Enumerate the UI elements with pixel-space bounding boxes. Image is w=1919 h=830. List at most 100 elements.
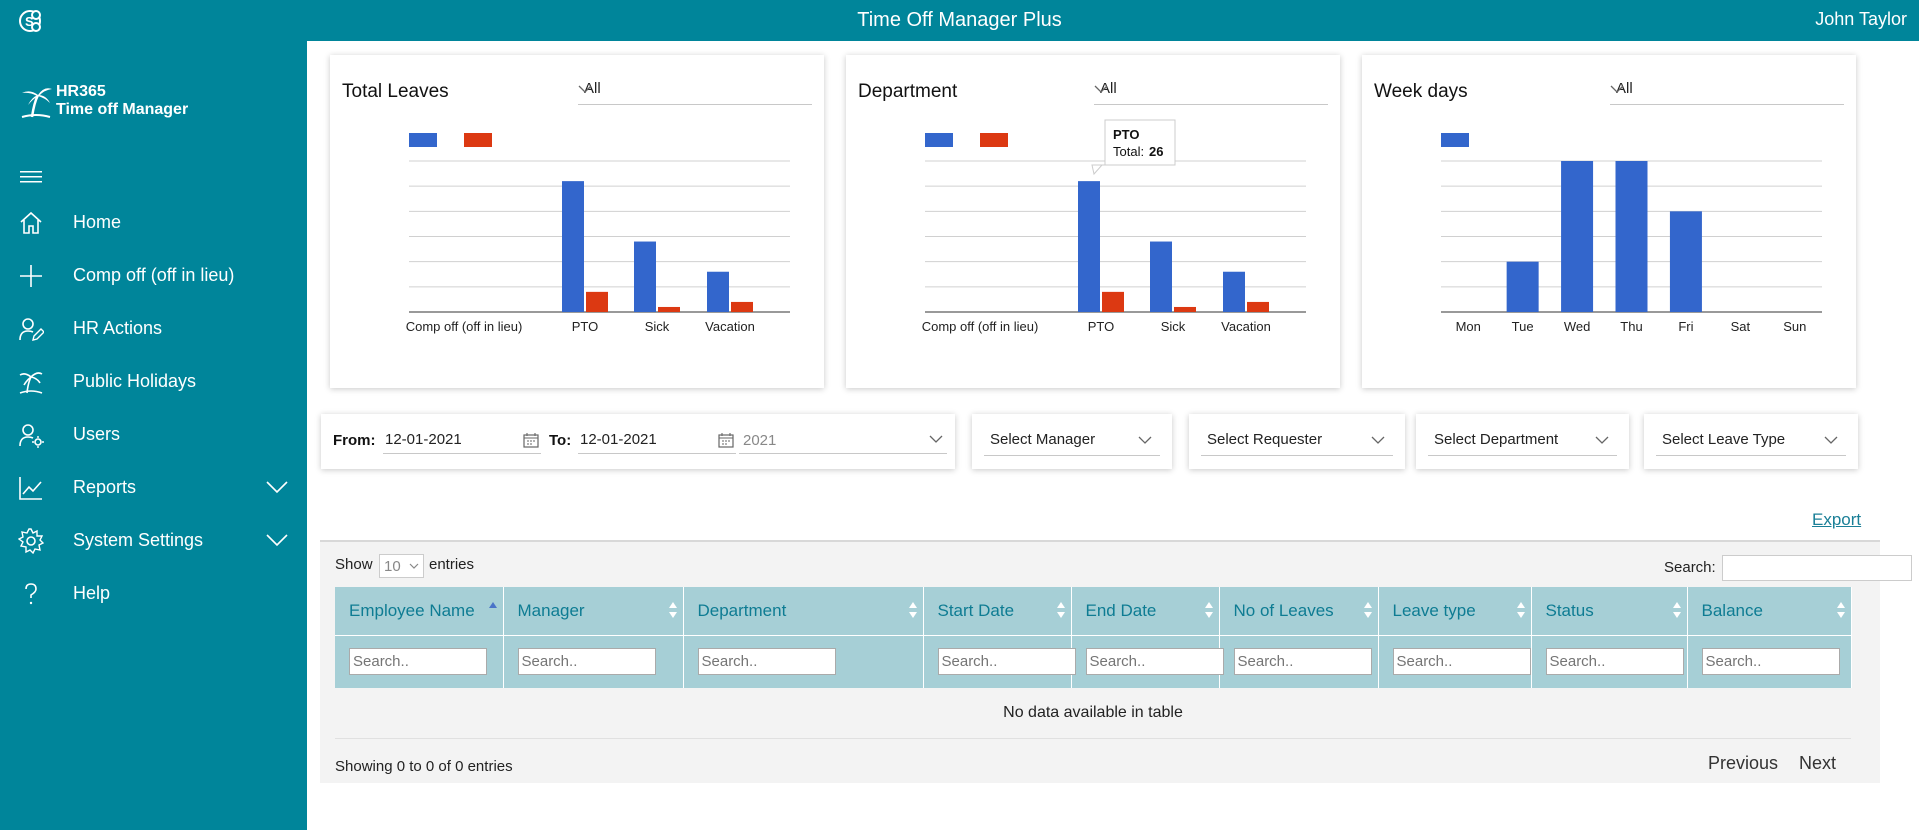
sidebar-item-reports[interactable]: Reports (0, 463, 307, 513)
legend-swatch[interactable] (464, 133, 492, 147)
sidebar-item-public-holidays[interactable]: Public Holidays (0, 357, 307, 407)
column-header[interactable]: End Date (1071, 587, 1220, 635)
x-tick-label: PTO (1088, 319, 1115, 334)
column-search-input[interactable] (1392, 648, 1531, 676)
legend-swatch[interactable] (1441, 133, 1469, 147)
tooltip-label: PTO (1113, 127, 1140, 142)
year-value: 2021 (743, 432, 777, 449)
bar[interactable] (1102, 291, 1124, 312)
sort-icon (1204, 602, 1213, 618)
sidebar-item-users[interactable]: Users (0, 410, 307, 460)
bar[interactable] (1669, 211, 1702, 312)
column-header-label: Status (1545, 600, 1594, 620)
bar[interactable] (562, 181, 584, 312)
bar[interactable] (1174, 306, 1196, 312)
column-filter-cell (923, 634, 1076, 688)
bar[interactable] (1615, 161, 1648, 312)
column-header[interactable]: Status (1531, 587, 1688, 635)
entries-per-page-select[interactable]: 10 (379, 554, 424, 578)
chevron-down-icon[interactable] (266, 480, 288, 494)
calendar-icon[interactable] (718, 432, 734, 448)
sort-icon (1672, 602, 1681, 618)
week-days-chart: Mon Tue Wed Thu Fri Sat Sun (1441, 133, 1822, 334)
bar[interactable] (731, 301, 753, 312)
column-header[interactable]: Balance (1687, 587, 1852, 635)
column-search-input[interactable] (349, 648, 487, 676)
table-filter-row (335, 634, 1852, 688)
to-date-value: 12-01-2021 (580, 431, 657, 448)
from-label: From: (333, 432, 376, 449)
column-header[interactable]: Start Date (923, 587, 1072, 635)
x-tick-label: Fri (1678, 319, 1693, 334)
dropdown-value: Select Manager (990, 431, 1096, 448)
previous-page-button[interactable]: Previous (1708, 753, 1779, 773)
requester-filter-card: Select Requester (1189, 414, 1405, 469)
column-search-input[interactable] (517, 648, 656, 676)
legend-swatch[interactable] (409, 133, 437, 147)
bar[interactable] (707, 271, 729, 312)
bar[interactable] (658, 306, 680, 312)
column-header[interactable]: Employee Name (335, 587, 504, 635)
bar[interactable] (1078, 181, 1100, 312)
gear-icon (18, 528, 44, 554)
svg-text:S: S (25, 14, 34, 29)
column-filter-cell (335, 634, 504, 688)
column-search-input[interactable] (697, 648, 836, 676)
user-name[interactable]: John Taylor (1815, 9, 1907, 29)
hamburger-menu-icon[interactable] (20, 169, 42, 185)
to-date-input[interactable]: 12-01-2021 (578, 426, 736, 454)
sort-icon (1363, 602, 1372, 618)
sidebar-item-hr-actions[interactable]: HR Actions (0, 304, 307, 354)
from-date-value: 12-01-2021 (385, 431, 462, 448)
select-department-dropdown[interactable]: Select Department (1428, 426, 1617, 456)
year-dropdown[interactable]: 2021 (739, 426, 947, 454)
table-header-row: Employee Name Manager Department Start Date… (335, 587, 1852, 635)
chevron-down-icon (578, 85, 592, 93)
chevron-down-icon[interactable] (266, 533, 288, 547)
column-header[interactable]: Manager (503, 587, 684, 635)
select-requester-dropdown[interactable]: Select Requester (1201, 426, 1393, 456)
total-leaves-filter-dropdown[interactable]: All (578, 75, 812, 105)
column-search-input[interactable] (1233, 648, 1372, 676)
table-search-input[interactable] (1722, 555, 1912, 581)
column-header[interactable]: Leave type (1378, 587, 1532, 635)
column-header[interactable]: No of Leaves (1219, 587, 1379, 635)
calendar-icon[interactable] (523, 432, 539, 448)
sidebar-item-help[interactable]: Help (0, 569, 307, 619)
from-date-input[interactable]: 12-01-2021 (383, 426, 541, 454)
export-link[interactable]: Export (1812, 510, 1862, 529)
bar[interactable] (1247, 301, 1269, 312)
bar[interactable] (1561, 161, 1594, 312)
week-days-filter-dropdown[interactable]: All (1610, 75, 1844, 105)
chevron-down-icon (1824, 436, 1838, 444)
bar[interactable] (586, 291, 608, 312)
sort-icon (668, 602, 677, 618)
select-leave-type-dropdown[interactable]: Select Leave Type (1656, 426, 1846, 456)
bar[interactable] (1150, 241, 1172, 312)
next-page-button[interactable]: Next (1799, 753, 1837, 773)
sharepoint-logo-icon[interactable]: S (16, 8, 44, 34)
dropdown-value: All (1616, 80, 1633, 97)
column-search-input[interactable] (1085, 648, 1224, 676)
column-search-input[interactable] (1701, 648, 1840, 676)
brand-logo[interactable]: HR365 Time off Manager (18, 83, 298, 123)
column-filter-cell (683, 634, 924, 688)
legend-swatch[interactable] (980, 133, 1008, 147)
search-label: Search: (1664, 559, 1716, 576)
bar[interactable] (1223, 271, 1245, 312)
sidebar-item-comp-off[interactable]: Comp off (off in lieu) (0, 251, 307, 301)
total-leaves-card: Total Leaves All Comp off (off in lieu) P… (330, 55, 824, 388)
legend-swatch[interactable] (925, 133, 953, 147)
sidebar-item-system-settings[interactable]: System Settings (0, 516, 307, 566)
column-search-input[interactable] (937, 648, 1076, 676)
x-tick-label: Wed (1564, 319, 1591, 334)
column-search-input[interactable] (1545, 648, 1684, 676)
bar[interactable] (1506, 261, 1539, 312)
column-header[interactable]: Department (683, 587, 924, 635)
sidebar-item-home[interactable]: Home (0, 198, 307, 248)
dropdown-value: Select Requester (1207, 431, 1323, 448)
department-filter-dropdown[interactable]: All (1094, 75, 1328, 105)
bar[interactable] (634, 241, 656, 312)
chevron-down-icon (1094, 85, 1108, 93)
select-manager-dropdown[interactable]: Select Manager (984, 426, 1160, 456)
